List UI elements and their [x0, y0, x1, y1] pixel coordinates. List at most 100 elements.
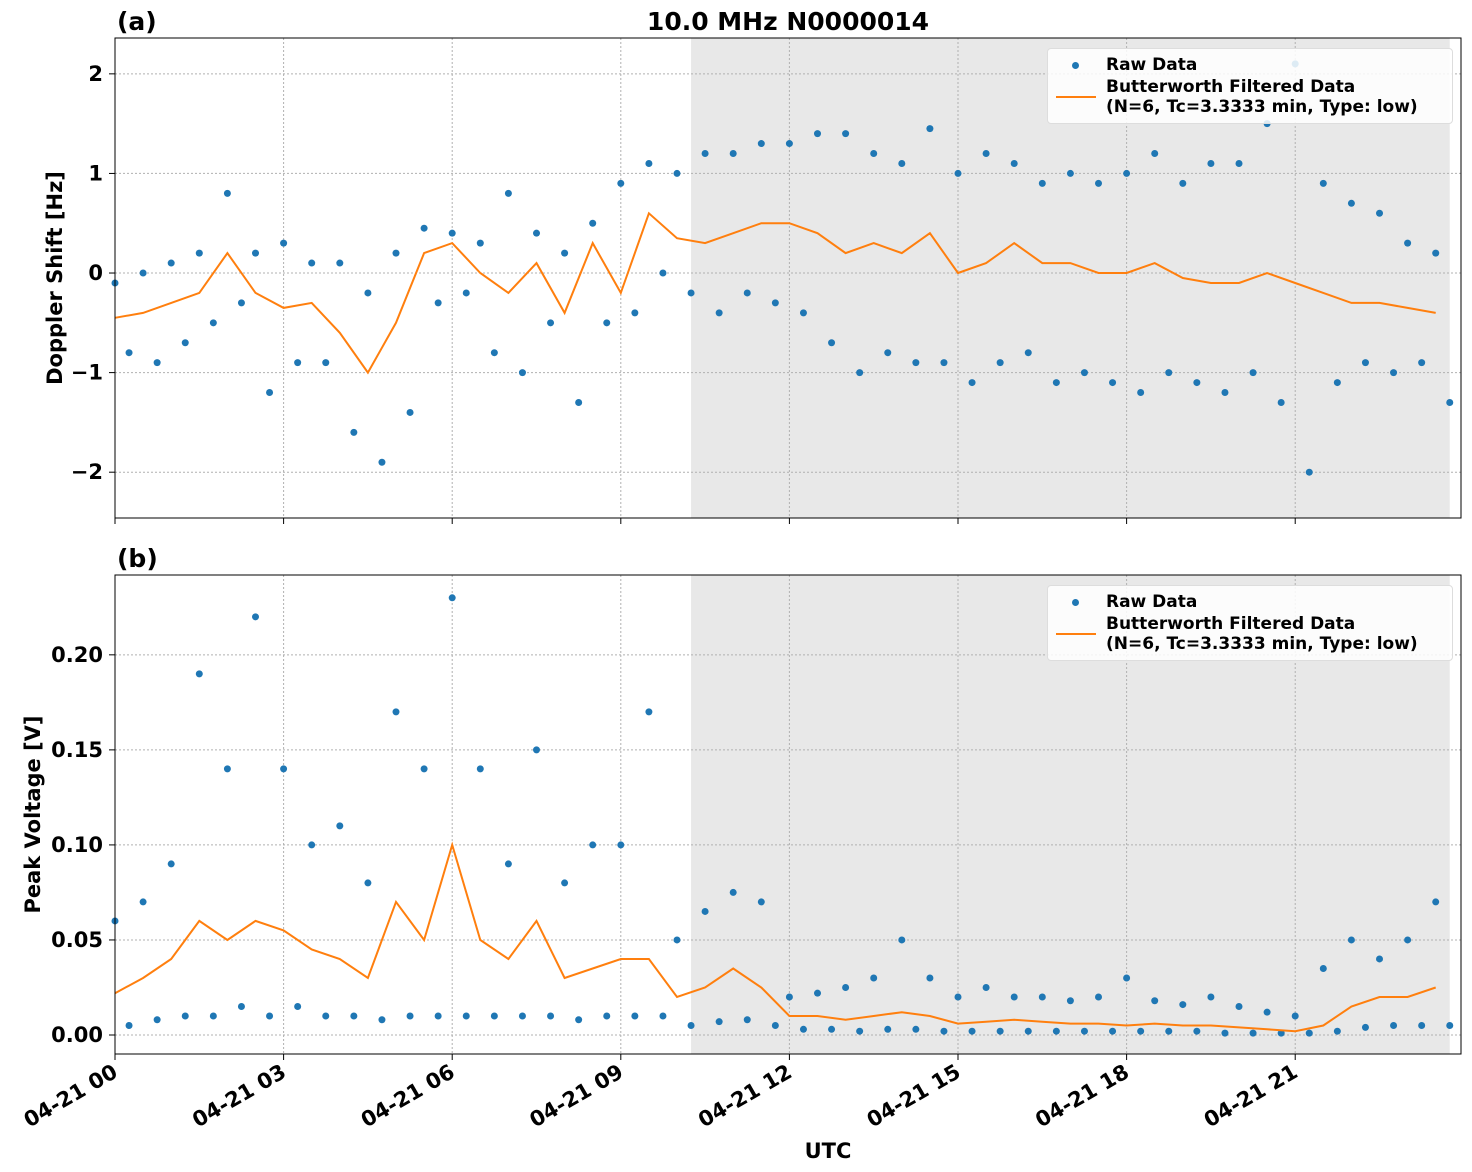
filtered-line	[114, 841, 1437, 1033]
raw-point	[575, 398, 583, 406]
legend-entry: Butterworth Filtered Data (N=6, Tc=3.333…	[1056, 614, 1444, 654]
raw-point	[884, 349, 892, 357]
chart-title: 10.0 MHz N0000014	[647, 7, 929, 36]
raw-point	[1291, 1012, 1299, 1020]
raw-point	[940, 1027, 948, 1035]
raw-point	[308, 259, 316, 267]
raw-point	[842, 983, 850, 991]
raw-point	[1080, 369, 1088, 377]
raw-point	[322, 1012, 330, 1020]
raw-point	[982, 983, 990, 991]
raw-point	[673, 169, 681, 177]
raw-point	[252, 613, 260, 621]
raw-point	[1305, 1029, 1313, 1037]
raw-point	[153, 359, 161, 367]
raw-point	[504, 189, 512, 197]
raw-point	[420, 765, 428, 773]
raw-point	[336, 822, 344, 830]
y-tick-label: 0.05	[51, 928, 103, 952]
raw-point	[490, 1012, 498, 1020]
raw-point	[729, 888, 737, 896]
legend-key	[1056, 77, 1096, 98]
raw-point	[1418, 1021, 1426, 1029]
raw-point	[518, 1012, 526, 1020]
raw-point	[1038, 179, 1046, 187]
raw-point	[462, 1012, 470, 1020]
y-tick-label: 2	[88, 62, 103, 86]
raw-point	[518, 369, 526, 377]
raw-point	[1319, 179, 1327, 187]
raw-point	[954, 169, 962, 177]
raw-point	[940, 359, 948, 367]
raw-point	[645, 159, 653, 167]
raw-point	[673, 936, 681, 944]
raw-point	[280, 765, 288, 773]
raw-point	[350, 1012, 358, 1020]
raw-point	[1052, 379, 1060, 387]
x-tick-label: 04-21 09	[525, 1060, 627, 1133]
raw-point	[364, 289, 372, 297]
raw-point	[1446, 398, 1454, 406]
y-tick-label: 0.15	[51, 738, 103, 762]
panel-label: (a)	[117, 7, 157, 36]
raw-point	[1446, 1021, 1454, 1029]
legend-key	[1056, 592, 1096, 612]
raw-point	[1066, 997, 1074, 1005]
raw-point	[1376, 209, 1384, 217]
raw-point	[996, 1027, 1004, 1035]
y-axis-label: Peak Voltage [V]	[21, 715, 45, 913]
raw-point	[223, 189, 231, 197]
raw-point	[252, 249, 260, 257]
y-tick-label: −1	[71, 361, 103, 385]
raw-point	[1151, 150, 1159, 158]
raw-point	[1333, 379, 1341, 387]
raw-point	[181, 339, 189, 347]
raw-point	[996, 359, 1004, 367]
raw-point	[448, 229, 456, 237]
raw-point	[631, 309, 639, 317]
raw-point	[195, 249, 203, 257]
raw-point	[1347, 936, 1355, 944]
raw-point	[912, 1025, 920, 1033]
raw-point	[476, 239, 484, 247]
raw-point	[547, 1012, 555, 1020]
raw-point	[785, 140, 793, 148]
raw-point	[1024, 1027, 1032, 1035]
raw-point	[167, 860, 175, 868]
raw-point	[1095, 179, 1103, 187]
raw-point	[828, 339, 836, 347]
raw-point	[336, 259, 344, 267]
raw-point	[350, 428, 358, 436]
raw-point	[1095, 993, 1103, 1001]
legend-label: Butterworth Filtered Data (N=6, Tc=3.333…	[1106, 77, 1418, 117]
raw-point	[856, 369, 864, 377]
raw-point	[589, 219, 597, 227]
raw-point	[378, 458, 386, 466]
raw-point	[1179, 179, 1187, 187]
raw-point	[687, 289, 695, 297]
raw-point	[237, 1002, 245, 1010]
raw-point	[715, 309, 723, 317]
raw-point	[266, 389, 274, 397]
raw-point	[842, 130, 850, 138]
raw-point	[434, 1012, 442, 1020]
raw-point	[757, 898, 765, 906]
raw-point	[1207, 993, 1215, 1001]
raw-point	[1376, 955, 1384, 963]
raw-point	[771, 299, 779, 307]
raw-point	[420, 224, 428, 232]
y-tick-label: 0.10	[51, 833, 103, 857]
raw-point	[280, 239, 288, 247]
raw-point	[392, 708, 400, 716]
raw-point	[406, 408, 414, 416]
legend-key	[1056, 614, 1096, 635]
raw-point	[926, 125, 934, 133]
raw-point	[589, 841, 597, 849]
raw-point	[1319, 964, 1327, 972]
y-tick-label: 1	[88, 161, 103, 185]
raw-point	[1193, 1027, 1201, 1035]
raw-point	[1347, 199, 1355, 207]
raw-point	[533, 746, 541, 754]
raw-point	[294, 359, 302, 367]
raw-point	[561, 249, 569, 257]
